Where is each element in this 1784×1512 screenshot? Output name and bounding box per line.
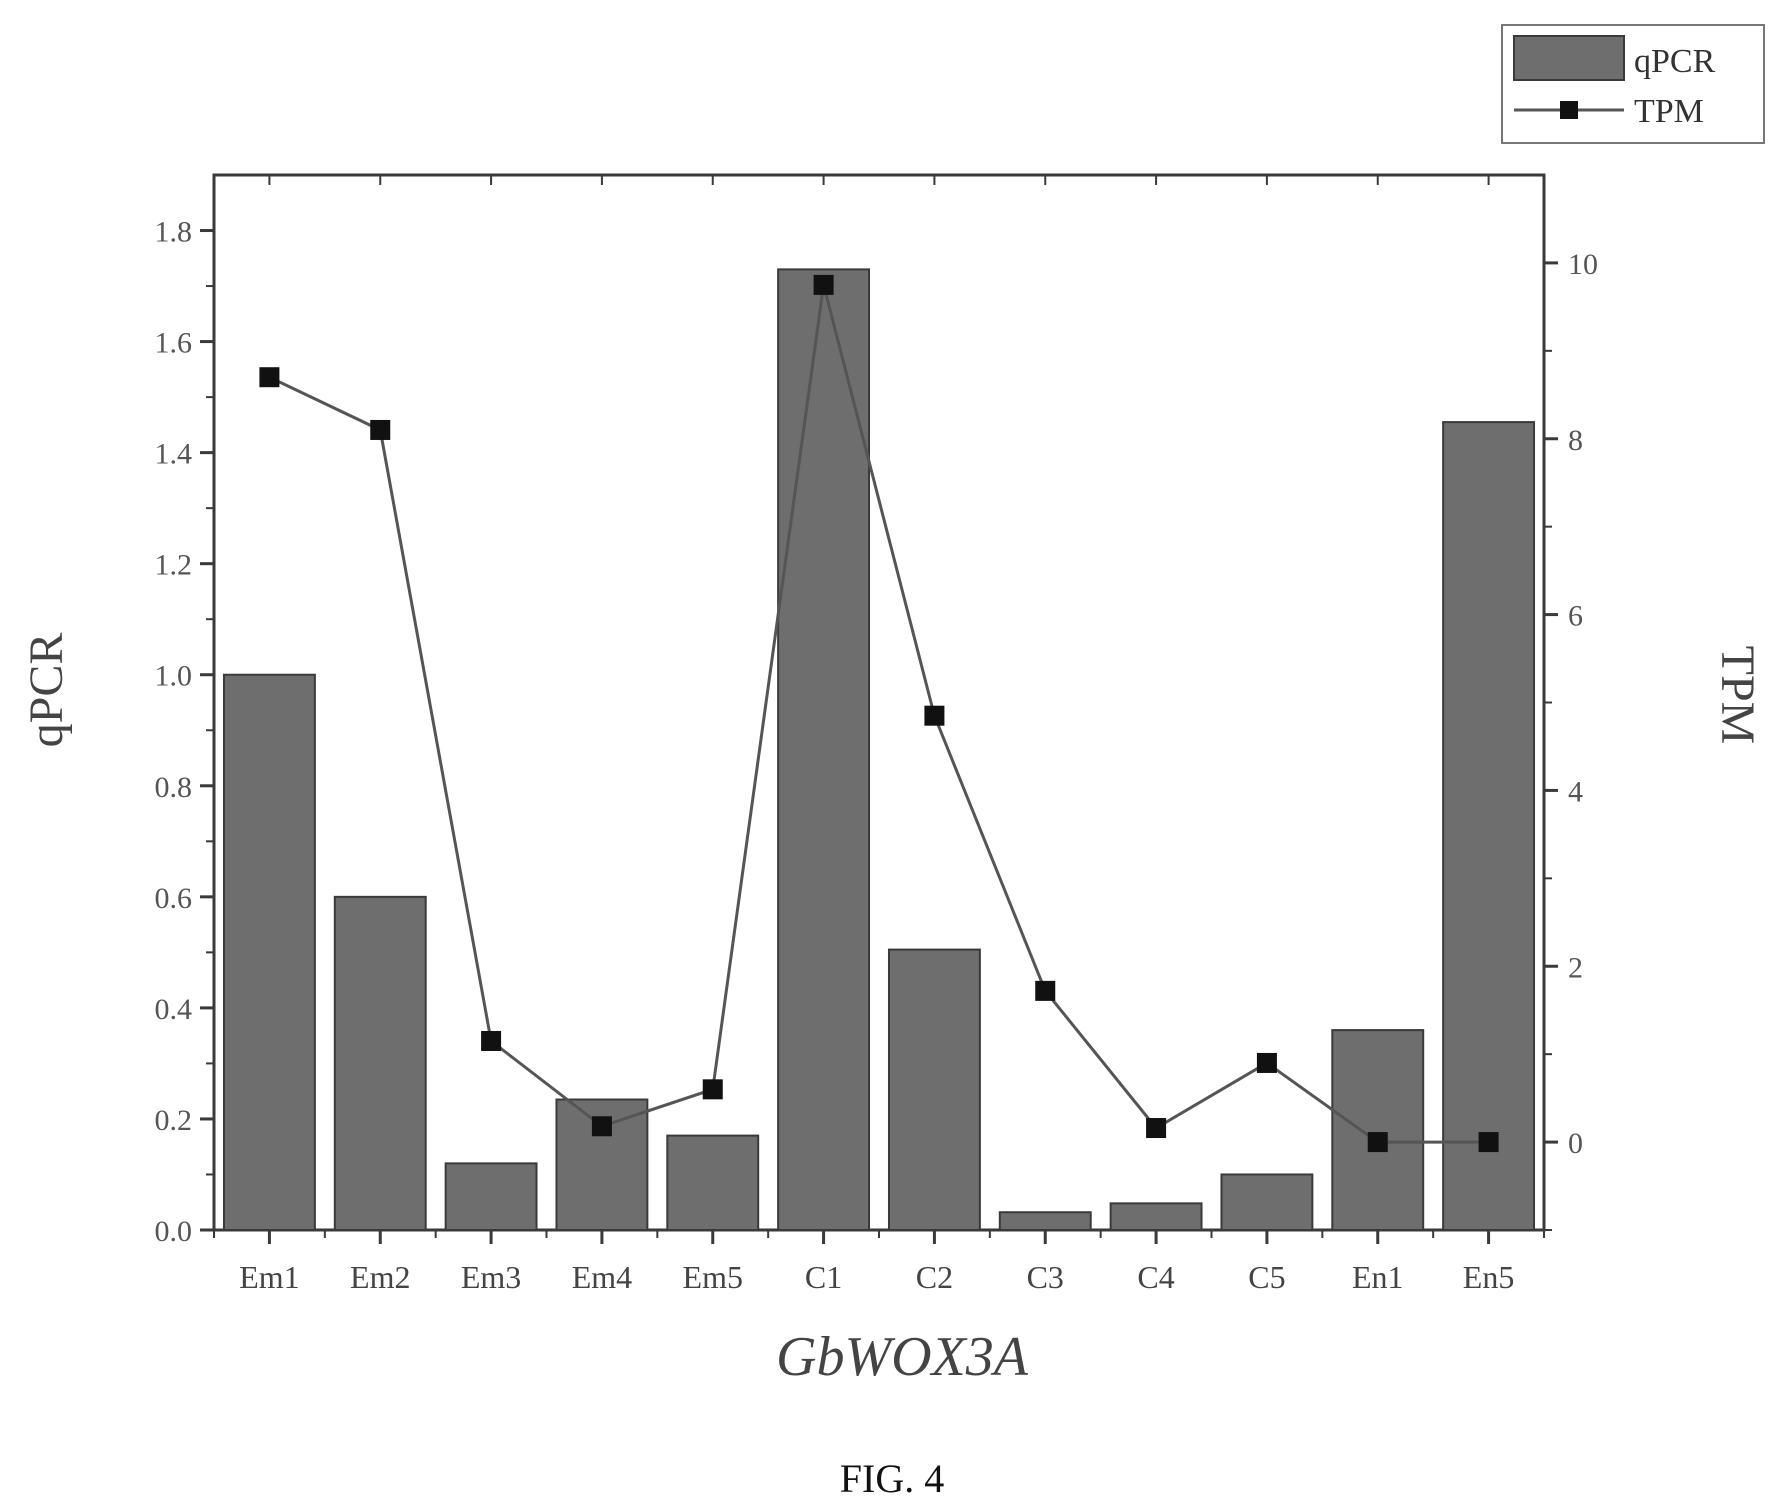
figure-caption: FIG. 4 [840,1456,944,1501]
bar-en1 [1331,1029,1425,1231]
x-tick-label: Em4 [572,1259,632,1295]
tpm-point-em5 [702,1079,723,1100]
y-tick-label: 1.8 [155,216,193,249]
x-tick-label: C3 [1027,1259,1064,1295]
tpm-point-em4 [591,1116,612,1137]
bar-em3 [444,1162,538,1231]
tpm-line [268,284,1489,1144]
x-axis-title: GbWOX3A [776,1326,1029,1388]
y-tick-label: 0.6 [155,882,193,915]
legend-swatch-tpm-marker [1560,101,1578,119]
x-tick-label: En1 [1352,1259,1404,1295]
bar-em2 [333,895,427,1231]
bar-c3 [998,1211,1092,1231]
tpm-point-c1 [813,274,834,295]
x-tick-label: C1 [805,1259,842,1295]
right-y-axis: 0 2 4 6 8 10 [1544,248,1598,1231]
y-tick-label: 0.4 [155,993,193,1026]
y2-axis-title: TPM [1711,646,1764,745]
y2-tick-label: 8 [1568,424,1583,457]
tpm-point-c2 [924,705,945,726]
y-axis-title: qPCR [20,633,73,748]
y-tick-label: 1.4 [155,438,193,471]
x-tick-label: C2 [916,1259,953,1295]
tpm-point-em1 [259,367,280,388]
tpm-point-em2 [370,419,391,440]
x-tick-label: C4 [1137,1259,1174,1295]
legend-swatch-qpcr [1513,35,1625,81]
bar-c1 [777,268,871,1232]
y-tick-label: 0.2 [155,1104,193,1137]
y-tick-label: 0.0 [155,1215,193,1248]
x-tick-label: Em1 [239,1259,299,1295]
y-tick-label: 0.8 [155,771,193,804]
tpm-point-em3 [481,1030,502,1051]
x-tick-label: En5 [1463,1259,1515,1295]
bar-en5 [1442,421,1536,1231]
x-tick-label: Em3 [461,1259,521,1295]
y2-tick-label: 2 [1568,951,1583,984]
y2-tick-label: 4 [1568,775,1583,808]
bar-em5 [666,1134,760,1231]
y2-tick-label: 6 [1568,600,1583,633]
tpm-point-c4 [1146,1118,1167,1139]
tpm-point-c3 [1035,980,1056,1001]
legend: qPCR TPM [1501,24,1765,144]
y2-tick-label: 0 [1568,1127,1583,1160]
tpm-point-en5 [1478,1132,1499,1153]
legend-label-tpm: TPM [1634,93,1704,130]
x-tick-label: C5 [1248,1259,1285,1295]
bar-c4 [1109,1202,1203,1232]
left-y-axis: 0.0 0.2 0.4 0.6 0.8 1.0 1.2 1.4 1.6 1.8 [155,216,214,1248]
x-tick-label: Em2 [350,1259,410,1295]
y-tick-label: 1.0 [155,660,193,693]
line-series-tpm [259,274,1499,1153]
y2-tick-label: 10 [1568,248,1598,281]
x-tick-label: Em5 [683,1259,743,1295]
y-tick-label: 1.2 [155,549,193,582]
y-tick-label: 1.6 [155,327,193,360]
bar-em1 [222,673,316,1231]
legend-label-qpcr: qPCR [1634,43,1716,80]
bar-series-qpcr [222,268,1536,1232]
tpm-point-c5 [1256,1052,1277,1073]
tpm-point-en1 [1367,1132,1388,1153]
x-axis: Em1 Em2 Em3 Em4 Em5 C1 C2 C3 C4 C5 En1 En5 [213,175,1545,1295]
bar-c5 [1220,1173,1314,1231]
bar-c2 [887,948,981,1231]
